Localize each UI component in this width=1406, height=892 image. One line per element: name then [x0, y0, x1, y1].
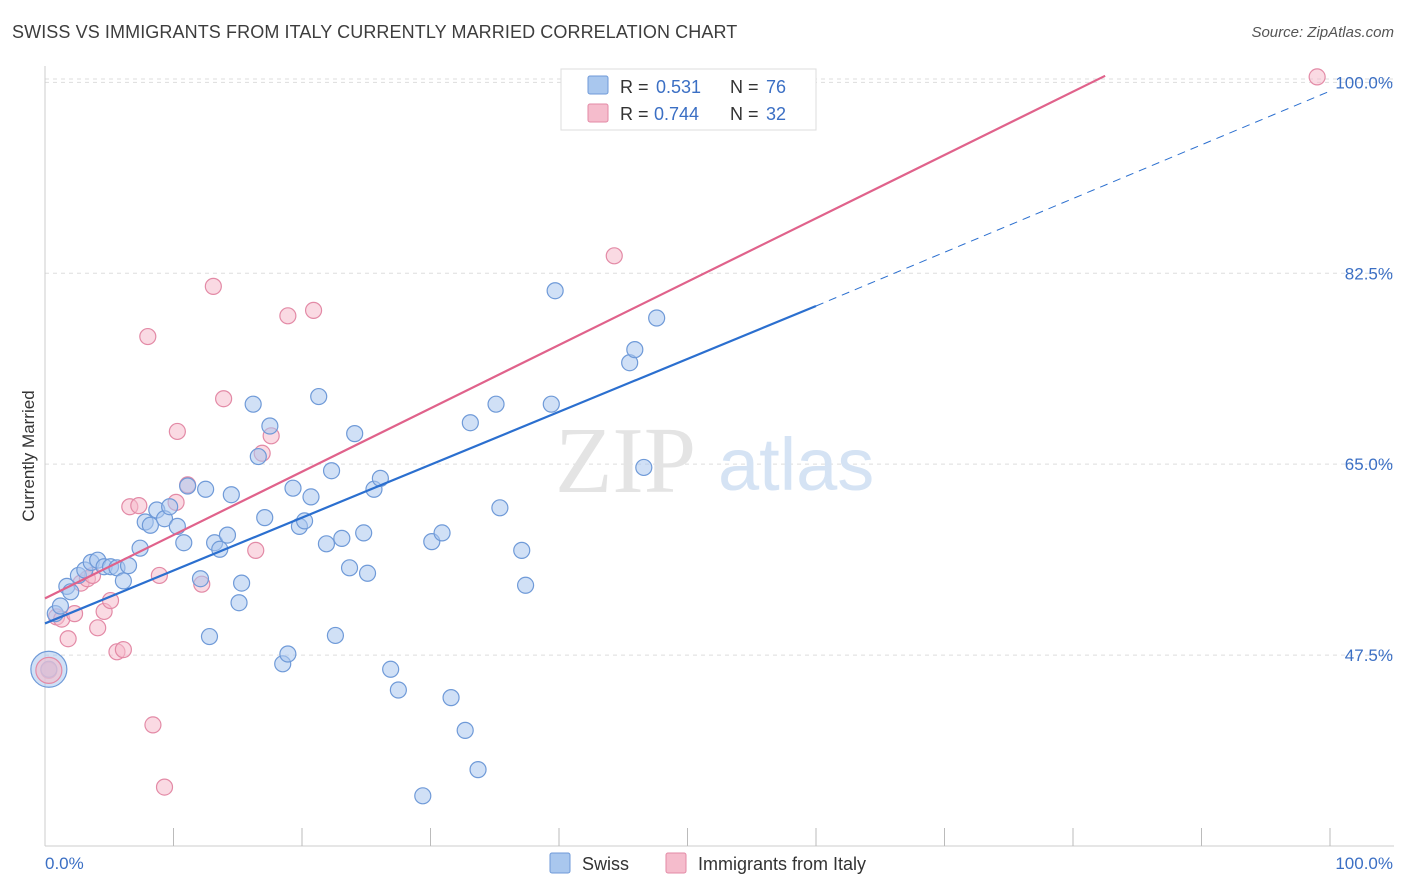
legend-n-value-italy: 32	[766, 104, 786, 124]
swiss-point	[179, 477, 197, 495]
legend-r-value-swiss: 0.531	[656, 77, 701, 97]
gridlines	[45, 78, 1394, 656]
swiss-point	[648, 309, 666, 327]
legend-swatch-swiss	[587, 75, 609, 95]
swiss-point	[197, 480, 215, 498]
swiss-point	[355, 524, 373, 542]
swiss-point	[456, 721, 474, 739]
legend-n-value-swiss: 76	[766, 77, 786, 97]
chart-title: SWISS VS IMMIGRANTS FROM ITALY CURRENTLY…	[12, 22, 738, 42]
italy-point	[1308, 68, 1326, 86]
trend-lines	[44, 74, 1331, 625]
y-axis-title: Currently Married	[19, 390, 38, 521]
source-attribution: Source: ZipAtlas.com	[1251, 24, 1394, 41]
swiss-point	[389, 681, 407, 699]
italy-point	[168, 422, 186, 441]
swiss-point	[317, 535, 336, 553]
swiss-point	[244, 395, 262, 413]
trend-line-swiss-extension	[815, 90, 1331, 307]
swiss-point	[114, 572, 132, 590]
swiss-point	[218, 526, 237, 544]
italy-point	[204, 277, 222, 295]
bottom-legend-label-italy: Immigrants from Italy	[698, 854, 866, 874]
swiss-point	[230, 594, 248, 612]
swiss-point	[513, 541, 531, 559]
swiss-point	[310, 387, 328, 406]
axes	[44, 66, 1394, 847]
swiss-point	[200, 627, 219, 646]
swiss-point	[233, 574, 251, 592]
swiss-point	[284, 479, 302, 497]
italy-point	[247, 541, 265, 559]
italy-point	[59, 630, 77, 648]
trend-line-italy	[44, 74, 1106, 600]
italy-point	[114, 641, 132, 659]
italy-point	[89, 619, 107, 637]
swiss-point	[358, 564, 377, 582]
italy-point	[144, 716, 162, 734]
italy-point	[215, 390, 233, 408]
swiss-point	[340, 559, 359, 577]
legend-r-value-italy: 0.744	[654, 104, 699, 124]
y-tick-label: 82.5%	[1345, 264, 1393, 283]
swiss-point	[141, 516, 159, 534]
swiss-point	[222, 486, 240, 504]
legend-swatch-italy	[587, 103, 609, 123]
italy-point	[304, 301, 323, 319]
italy-point-cluster	[35, 656, 63, 684]
x-tick-label-min: 0.0%	[45, 854, 84, 873]
watermark-zip: ZIP	[555, 409, 696, 513]
swiss-point	[249, 447, 267, 466]
swiss-point	[51, 597, 70, 615]
bottom-legend-label-swiss: Swiss	[582, 854, 629, 874]
legend-r-label: R =	[620, 77, 649, 97]
swiss-point	[414, 787, 432, 805]
swiss-point	[302, 488, 320, 506]
swiss-point	[346, 425, 364, 443]
italy-point	[130, 497, 148, 515]
bottom-legend: Swiss Immigrants from Italy	[549, 852, 866, 874]
ticks	[173, 828, 1331, 846]
swiss-point	[491, 499, 509, 517]
trend-line-swiss	[44, 304, 817, 625]
y-tick-labels: 47.5% 65.0% 82.5% 100.0%	[1335, 73, 1393, 665]
swiss-point	[442, 689, 460, 707]
italy-point	[279, 307, 297, 325]
swiss-point	[542, 395, 560, 413]
bottom-legend-swatch-swiss	[549, 852, 571, 874]
bottom-legend-swatch-italy	[665, 852, 687, 874]
swiss-point	[191, 570, 210, 588]
swiss-point	[433, 524, 451, 542]
swiss-point	[487, 395, 505, 413]
italy-point	[139, 327, 157, 346]
watermark: ZIP atlas	[555, 409, 874, 513]
legend: R = 0.531 N = 76 R = 0.744 N = 32	[560, 68, 817, 131]
y-tick-label: 100.0%	[1335, 73, 1393, 92]
swiss-point	[382, 660, 400, 678]
swiss-point	[322, 462, 341, 480]
swiss-point	[175, 534, 193, 552]
swiss-point	[333, 529, 351, 547]
x-tick-label-max: 100.0%	[1335, 854, 1393, 873]
watermark-atlas: atlas	[718, 423, 874, 506]
swiss-point	[626, 341, 644, 359]
legend-n-label: N =	[730, 77, 759, 97]
swiss-point	[635, 458, 653, 477]
y-tick-label: 65.0%	[1345, 455, 1393, 474]
swiss-point	[516, 576, 535, 594]
italy-point	[155, 778, 174, 796]
swiss-point	[326, 626, 345, 645]
swiss-point	[161, 498, 179, 516]
swiss-point	[256, 509, 274, 527]
swiss-point	[261, 417, 279, 435]
swiss-point	[461, 414, 479, 432]
swiss-point	[279, 645, 297, 663]
legend-r-label: R =	[620, 104, 649, 124]
legend-n-label: N =	[730, 104, 759, 124]
italy-point	[605, 247, 623, 265]
swiss-point	[469, 761, 487, 779]
y-tick-label: 47.5%	[1345, 646, 1393, 665]
swiss-point	[546, 282, 564, 300]
